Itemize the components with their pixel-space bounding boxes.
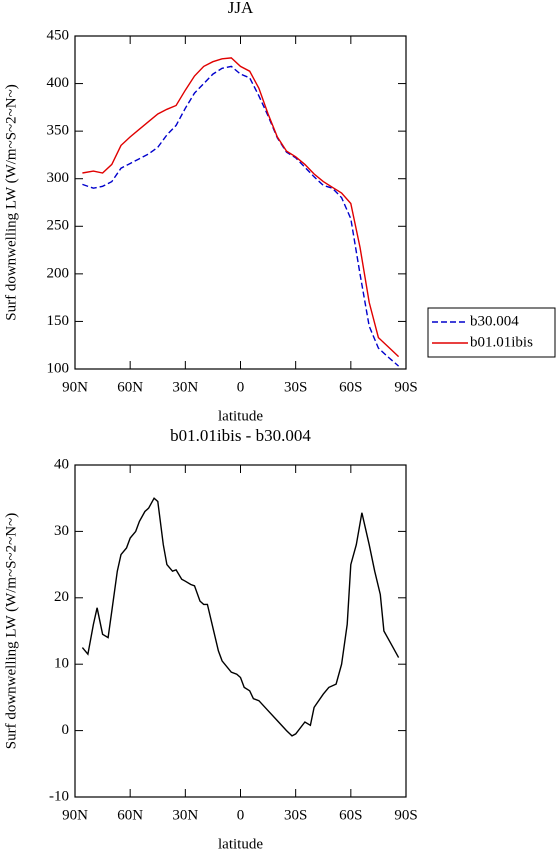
y-axis-label: Surf downwelling LW (W/m~S~2~N~) (3, 513, 19, 749)
legend-label: b30.004 (470, 313, 519, 329)
y-tick-label: 150 (47, 313, 70, 329)
x-tick-label: 0 (237, 379, 245, 395)
x-tick-label: 30N (172, 807, 198, 823)
x-tick-label: 60N (117, 379, 143, 395)
y-tick-label: 10 (54, 656, 69, 672)
y-tick-label: 450 (47, 27, 70, 43)
x-axis-label: latitude (218, 408, 263, 424)
y-axis-label: Surf downwelling LW (W/m~S~2~N~) (3, 84, 19, 320)
x-tick-label: 30S (284, 379, 307, 395)
plot-frame (74, 35, 407, 370)
y-tick-label: 20 (54, 589, 69, 605)
x-tick-label: 90S (394, 807, 417, 823)
chart-title: b01.01ibis - b30.004 (170, 426, 311, 445)
chart-title: JJA (228, 0, 254, 17)
x-tick-label: 30S (284, 807, 307, 823)
plot-frame (74, 464, 407, 798)
legend-box (427, 307, 556, 358)
line (82, 65, 400, 367)
x-tick-label: 60S (339, 807, 362, 823)
legend-label: b01.01ibis (470, 334, 533, 350)
x-axis-label: latitude (218, 836, 263, 851)
y-tick-label: -10 (49, 788, 69, 804)
y-tick-label: 40 (54, 456, 69, 472)
x-tick-label: 30N (172, 379, 198, 395)
x-tick-label: 90N (62, 807, 88, 823)
x-tick-label: 0 (237, 807, 245, 823)
x-tick-label: 90N (62, 379, 88, 395)
x-tick-label: 60S (339, 379, 362, 395)
y-tick-label: 100 (47, 360, 70, 376)
y-tick-label: 250 (47, 218, 70, 234)
x-tick-label: 90S (394, 379, 417, 395)
line (82, 57, 400, 358)
y-tick-label: 350 (47, 123, 70, 139)
y-tick-label: 30 (54, 523, 69, 539)
line (81, 497, 400, 737)
y-tick-label: 0 (62, 722, 70, 738)
y-tick-label: 400 (47, 75, 70, 91)
x-tick-label: 60N (117, 807, 143, 823)
y-tick-label: 300 (47, 170, 70, 186)
y-tick-label: 200 (47, 265, 70, 281)
